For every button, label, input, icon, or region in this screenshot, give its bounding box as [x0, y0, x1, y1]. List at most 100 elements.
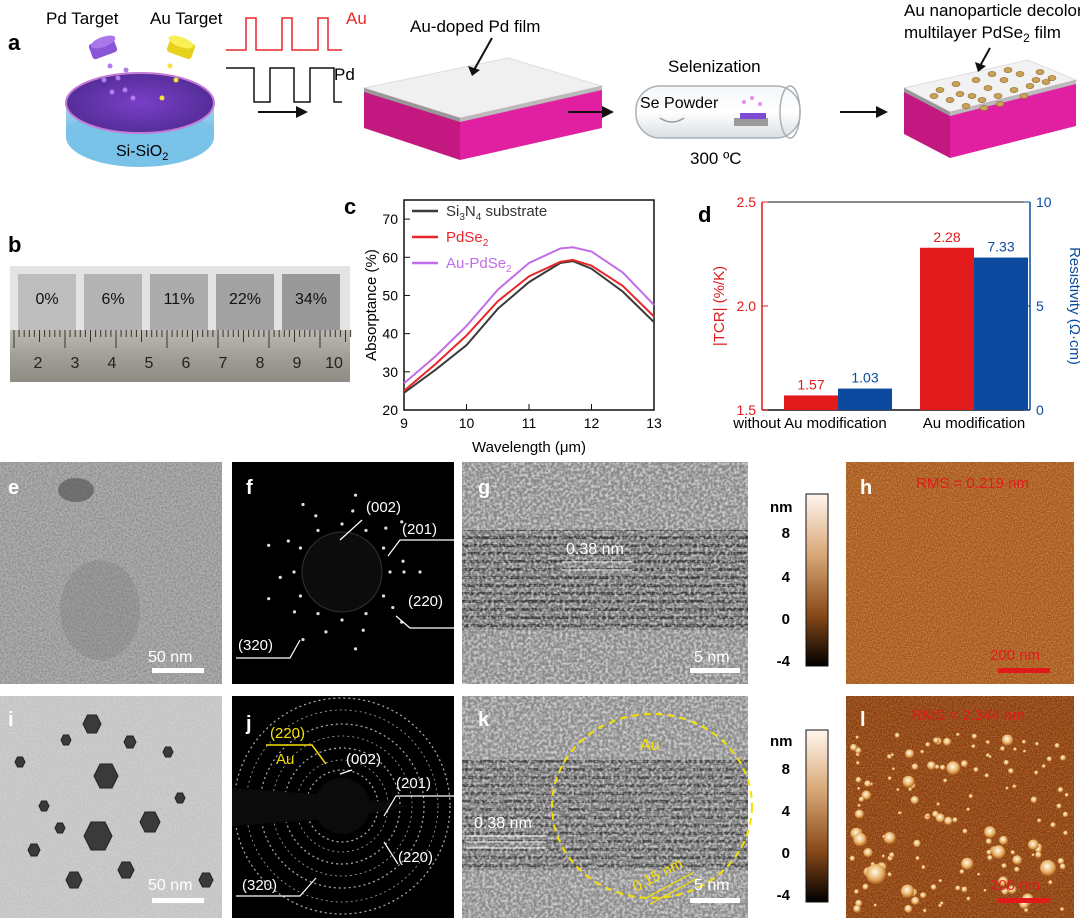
sample-label: 0% — [35, 291, 58, 308]
gold-nanoparticle — [955, 91, 965, 97]
afm-particle — [857, 803, 861, 808]
bar — [974, 257, 1028, 410]
nanoparticle — [54, 822, 66, 834]
gold-nanoparticle — [987, 71, 997, 77]
diffraction-spot — [391, 605, 395, 610]
nanoparticle — [117, 861, 135, 879]
scale-bar-h — [998, 668, 1050, 673]
diffraction-spot — [292, 570, 296, 574]
x-tick-label: 11 — [522, 415, 537, 431]
lattice-spacing-g: 0.38 nm — [566, 541, 624, 558]
nanoparticle — [83, 821, 113, 851]
afm-particle — [908, 787, 912, 792]
diffraction-spot — [364, 611, 368, 616]
afm-particle — [1012, 784, 1017, 789]
left-tick-label: 1.5 — [737, 402, 757, 418]
afm-particle — [858, 796, 865, 802]
afm-particle — [943, 778, 948, 783]
au-particle-outline — [551, 713, 753, 899]
nanoparticle — [38, 800, 50, 812]
bar — [784, 395, 838, 410]
label-leader — [383, 841, 399, 865]
afm-particle — [938, 879, 942, 883]
panel-letter-e: e — [8, 477, 19, 499]
diffraction-spot — [361, 628, 365, 632]
label-leader — [236, 639, 301, 659]
diffraction-spot — [418, 570, 422, 574]
afm-particle — [911, 896, 920, 906]
afm-particle — [1023, 908, 1029, 913]
afm-particle — [1041, 764, 1046, 769]
afm-particle — [905, 749, 915, 759]
final-label-line2: multilayer PdSe2 film — [904, 23, 1061, 45]
gold-nanoparticle — [971, 77, 981, 83]
scale-bar-l — [998, 898, 1050, 903]
nanoparticle — [139, 811, 161, 833]
afm-particle — [856, 761, 860, 765]
afm-particle — [1062, 811, 1069, 818]
afm-particle — [1007, 885, 1017, 894]
series-line — [403, 246, 655, 385]
label-leader — [383, 795, 454, 817]
diffraction-spot — [301, 502, 305, 507]
afm-particle — [1012, 855, 1022, 865]
nanoparticle — [82, 714, 102, 734]
afm-particle — [971, 744, 976, 749]
afm-particle — [921, 865, 926, 870]
afm-particle — [904, 904, 913, 913]
afm-particle — [1035, 742, 1039, 746]
au-label-j: Au — [276, 751, 294, 768]
afm-particle — [857, 787, 861, 790]
afm-particle — [1060, 907, 1065, 912]
left-axis-label: |TCR| (%/K) — [711, 266, 728, 346]
afm-particle — [925, 742, 931, 747]
miller-index-label: (220) — [408, 593, 443, 610]
bar — [838, 388, 892, 410]
afm-particle — [955, 885, 961, 891]
diffraction-spot — [278, 575, 282, 580]
nanoparticle — [198, 872, 214, 888]
gold-nanoparticle — [1009, 87, 1019, 93]
afm-particle — [935, 813, 945, 823]
panel-letter-a: a — [8, 30, 21, 55]
scale-label-g: 5 nm — [694, 649, 730, 666]
miller-index-label: (002) — [366, 499, 401, 516]
substrate-label: Si-SiO2 — [116, 143, 168, 163]
sample-chip — [216, 274, 274, 336]
ruler — [10, 330, 350, 382]
nanoparticle — [60, 734, 72, 746]
right-tick-label: 5 — [1036, 298, 1044, 314]
diffraction-spot — [286, 539, 290, 543]
legend-label: Si3N4 substrate — [446, 203, 547, 223]
diffraction-spot — [353, 493, 358, 497]
bar-value-label: 2.28 — [933, 229, 960, 245]
diffraction-spot — [401, 559, 405, 563]
afm-particle — [1037, 818, 1042, 823]
bar-value-label: 1.57 — [797, 376, 824, 392]
sample-label: 22% — [229, 291, 261, 308]
afm-particle — [977, 872, 981, 876]
gold-nanoparticle — [1025, 83, 1035, 89]
x-tick-label: 13 — [646, 415, 662, 431]
gold-nanoparticle — [999, 77, 1009, 83]
afm-particle — [900, 884, 915, 898]
y-tick-label: 50 — [382, 287, 398, 303]
afm-particle — [855, 735, 859, 739]
right-axis-label: Resistivity (Ω·cm) — [1066, 247, 1080, 365]
afm-particle — [1001, 863, 1007, 869]
afm-particle — [1030, 796, 1038, 804]
lattice-spacing-k: 0.38 nm — [474, 815, 532, 832]
gold-nanoparticle — [979, 105, 989, 111]
nanoparticle — [174, 792, 186, 804]
ruler-number: 9 — [293, 355, 302, 372]
afm-particle — [999, 835, 1008, 845]
afm-particle — [920, 749, 925, 754]
afm-particle — [971, 733, 978, 739]
ruler-number: 10 — [325, 355, 343, 372]
afm-particle — [983, 888, 987, 892]
diffraction-spot — [340, 618, 344, 622]
au-label-k: Au — [640, 737, 660, 754]
diffraction-spot — [351, 509, 355, 513]
diffraction-spot — [381, 546, 386, 550]
